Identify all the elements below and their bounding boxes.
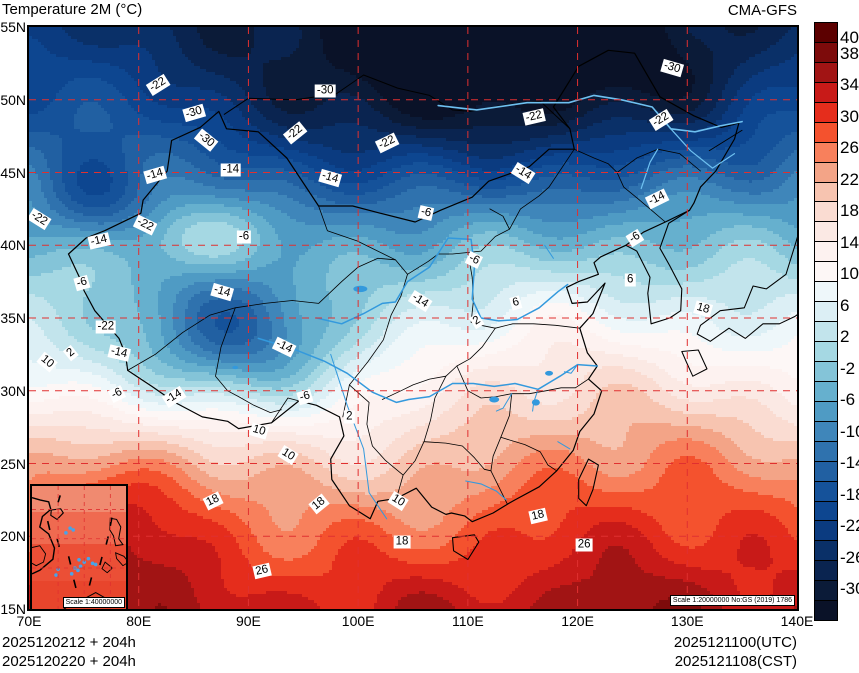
- colorbar-tick-18: 18: [840, 201, 859, 221]
- colorbar-swatch-26: [815, 541, 837, 562]
- lat-tick-30N: 30N: [0, 383, 26, 399]
- contour-label: 6: [625, 273, 636, 287]
- colorbar-swatch-17: [815, 361, 837, 382]
- colorbar-swatch-9: [815, 202, 837, 223]
- colorbar-swatch-14: [815, 302, 837, 323]
- colorbar-tick-40: 40: [840, 28, 859, 48]
- colorbar-swatch-25: [815, 521, 837, 542]
- colorbar-swatch-3: [815, 82, 837, 103]
- colorbar-swatch-28: [815, 581, 837, 602]
- longitude-axis: 70E 80E 90E 100E 110E 120E 130E 140E: [0, 613, 859, 633]
- colorbar: [814, 22, 838, 621]
- colorbar-tick--22: -22: [840, 516, 859, 536]
- colorbar-tick--2: -2: [840, 359, 855, 379]
- lon-tick-70E: 70E: [17, 613, 42, 629]
- colorbar-swatch-23: [815, 481, 837, 502]
- colorbar-swatch-4: [815, 102, 837, 123]
- contour-label: 26: [575, 538, 593, 552]
- colorbar-swatch-19: [815, 401, 837, 422]
- colorbar-swatch-24: [815, 501, 837, 522]
- contour-label: 18: [393, 535, 411, 549]
- colorbar-tick-10: 10: [840, 264, 859, 284]
- init-time-line2: 2025120220 + 204h: [2, 653, 136, 670]
- scale-label-main: Scale 1:20000000 No:GS (2019) 1786: [669, 595, 795, 606]
- colorbar-tick--6: -6: [840, 390, 855, 410]
- map-frame[interactable]: -22 -30 -30 -30 -22 -22 -30 -22 -22 -22 -22 -14 -14-…: [27, 25, 799, 611]
- colorbar-tick--18: -18: [840, 485, 859, 505]
- contour-label: 2: [344, 410, 355, 424]
- colorbar-tick-34: 34: [840, 75, 859, 95]
- lon-tick-120E: 120E: [561, 613, 594, 629]
- contour-label: -22: [95, 320, 117, 334]
- lon-tick-130E: 130E: [671, 613, 704, 629]
- colorbar-tick-22: 22: [840, 170, 859, 190]
- lon-tick-90E: 90E: [236, 613, 261, 629]
- lat-tick-50N: 50N: [0, 92, 26, 108]
- lat-tick-45N: 45N: [0, 165, 26, 181]
- lat-tick-35N: 35N: [0, 310, 26, 326]
- colorbar-tick-14: 14: [840, 233, 859, 253]
- colorbar-tick--14: -14: [840, 453, 859, 473]
- colorbar-swatch-27: [815, 561, 837, 582]
- colorbar-tick--26: -26: [840, 548, 859, 568]
- colorbar-swatch-12: [815, 262, 837, 283]
- colorbar-swatch-13: [815, 282, 837, 303]
- colorbar-swatch-20: [815, 421, 837, 442]
- colorbar-swatch-15: [815, 322, 837, 342]
- colorbar-tick--10: -10: [840, 422, 859, 442]
- colorbar-swatch-10: [815, 222, 837, 243]
- latitude-axis: 55N 50N 45N 40N 35N 30N 25N 20N 15N: [0, 19, 27, 617]
- contour-label: -6: [236, 230, 252, 244]
- colorbar-swatch-29: [815, 601, 837, 621]
- valid-time-cst: 2025121108(CST): [675, 653, 797, 670]
- scale-label-inset: Scale 1:40000000: [62, 597, 125, 608]
- lon-tick-100E: 100E: [342, 613, 375, 629]
- model-label: CMA-GFS: [728, 2, 797, 19]
- temperature-field: -22 -30 -30 -30 -22 -22 -30 -22 -22 -22 -22 -14 -14-…: [29, 27, 797, 609]
- colorbar-swatch-5: [815, 122, 837, 143]
- colorbar-swatch-22: [815, 461, 837, 482]
- colorbar-tick-30: 30: [840, 107, 859, 127]
- colorbar-tick-2: 2: [840, 327, 849, 347]
- colorbar-tick-26: 26: [840, 138, 859, 158]
- colorbar-tick--30: -30: [840, 579, 859, 599]
- contour-label: -30: [314, 84, 336, 98]
- lon-tick-110E: 110E: [452, 613, 484, 629]
- colorbar-swatch-7: [815, 162, 837, 183]
- contour-label: -14: [220, 163, 242, 177]
- lat-tick-40N: 40N: [0, 237, 26, 253]
- colorbar-swatch-8: [815, 182, 837, 203]
- lon-tick-140E: 140E: [781, 613, 814, 629]
- lon-tick-80E: 80E: [126, 613, 151, 629]
- page-title: Temperature 2M (°C): [2, 1, 142, 18]
- lat-tick-20N: 20N: [0, 528, 26, 544]
- south-china-sea-inset: Scale 1:40000000: [30, 484, 128, 609]
- colorbar-tick-38: 38: [840, 44, 859, 64]
- lat-tick-55N: 55N: [0, 19, 26, 35]
- valid-time-utc: 2025121100(UTC): [674, 634, 797, 651]
- colorbar-swatch-11: [815, 242, 837, 263]
- colorbar-swatch-2: [815, 62, 837, 83]
- init-time-line1: 2025120212 + 204h: [2, 634, 136, 651]
- colorbar-swatch-1: [815, 42, 837, 63]
- lat-tick-15N: 15N: [0, 601, 26, 617]
- colorbar-swatch-16: [815, 342, 837, 362]
- lat-tick-25N: 25N: [0, 456, 26, 472]
- colorbar-swatch-18: [815, 381, 837, 402]
- colorbar-swatch-0: [815, 23, 837, 43]
- colorbar-swatch-6: [815, 142, 837, 163]
- colorbar-swatch-21: [815, 441, 837, 462]
- colorbar-tick-6: 6: [840, 296, 849, 316]
